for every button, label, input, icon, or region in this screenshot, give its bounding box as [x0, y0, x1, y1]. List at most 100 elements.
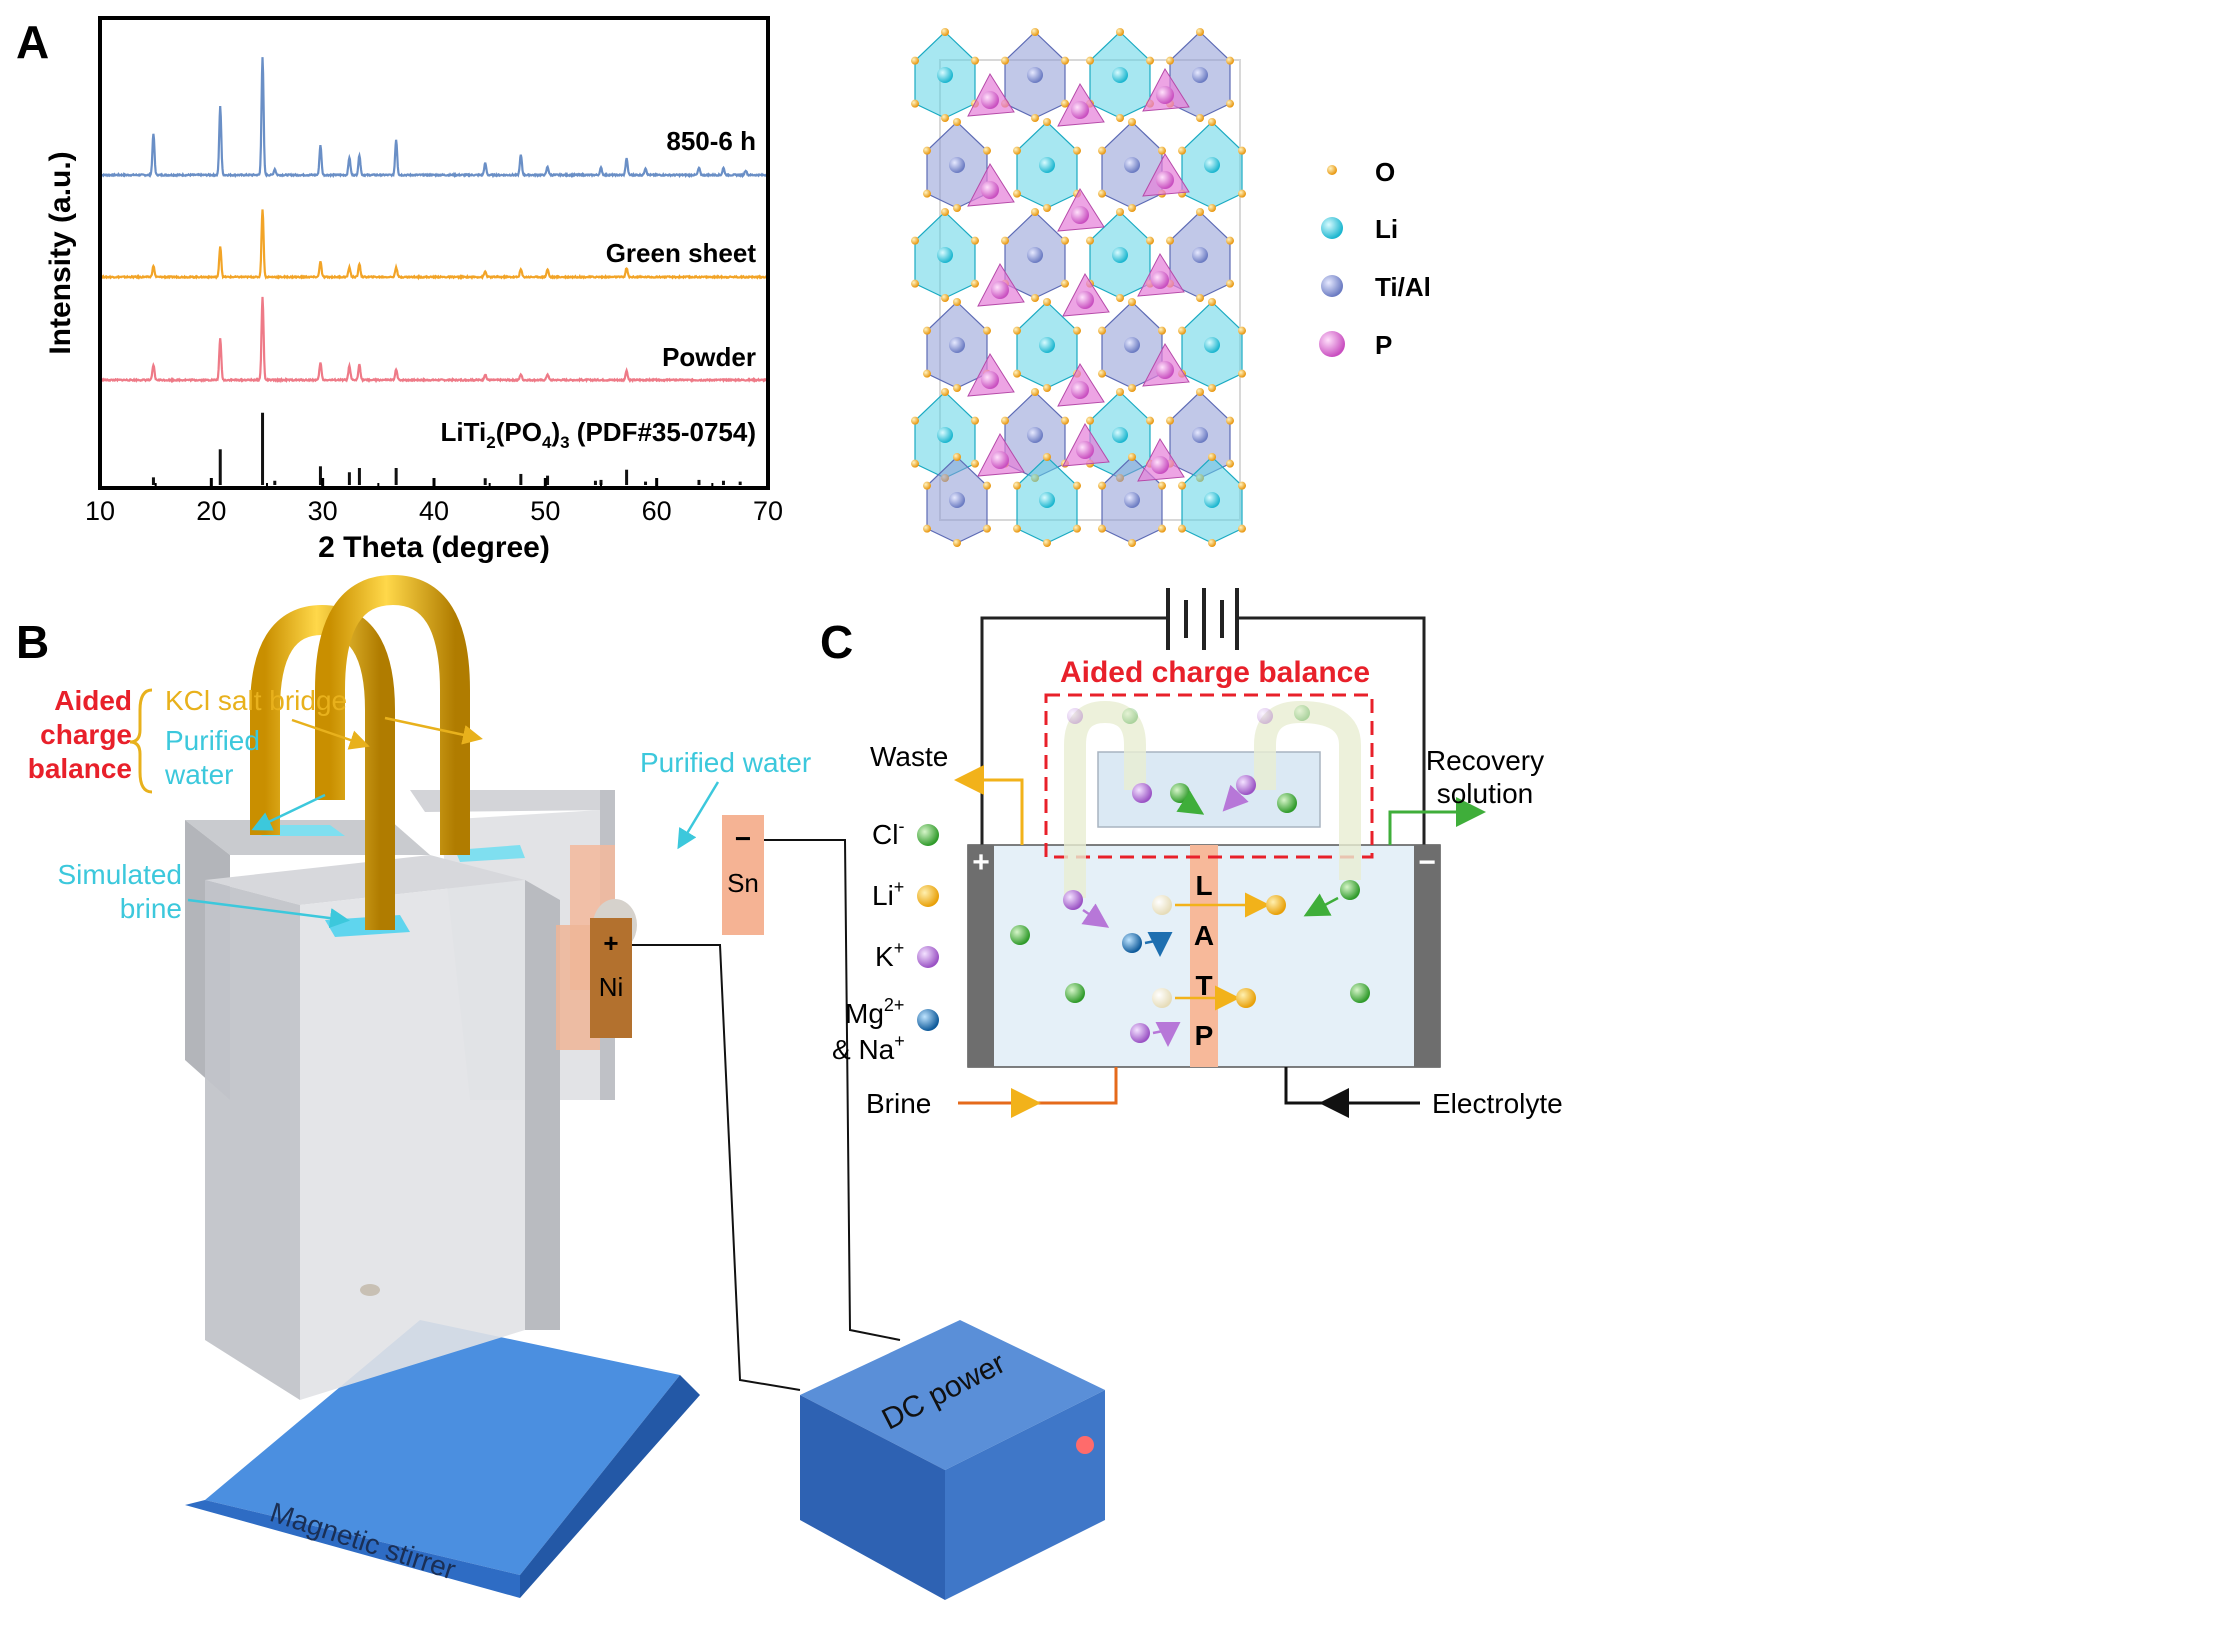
p-atom: [1156, 361, 1174, 379]
o-atom: [1031, 114, 1039, 122]
o-atom: [1208, 539, 1216, 547]
cathode-plate: [1414, 845, 1440, 1067]
o-atom: [1013, 146, 1021, 155]
o-atom: [1073, 326, 1081, 335]
o-atom: [923, 189, 931, 198]
o-atom: [1013, 481, 1021, 490]
electrolyte-flow: [1284, 1067, 1420, 1105]
o-atom: [1086, 56, 1094, 65]
chloride-ion: [1277, 793, 1297, 813]
series-label-green-sheet: Green sheet: [606, 238, 757, 268]
y-axis-label: Intensity (a.u.): [44, 151, 77, 354]
potassium-arrow: [1081, 903, 1110, 928]
x-tick-label: 10: [85, 496, 115, 526]
latp-pellet-label: LATP pellet: [560, 1267, 711, 1298]
brine-label: Brine: [866, 1088, 931, 1119]
li-atom: [1039, 492, 1055, 508]
purified-water-right-surface: [455, 845, 525, 862]
front-cell-front: [300, 880, 525, 1400]
waste-label: Waste: [870, 741, 948, 772]
panel-a: A 10 20 30 40 50 60 70 2 Theta (degree) Intens…: [16, 16, 783, 564]
o-atom: [1098, 481, 1106, 490]
sn-electrode: [722, 815, 764, 935]
recovery-label-line1: Recovery: [1426, 745, 1544, 776]
x-tick-label: 20: [196, 496, 226, 526]
aided-charge-balance-box: [1044, 693, 1374, 859]
bridge-path-left: [1064, 700, 1146, 898]
o-atom: [1226, 99, 1234, 108]
wire-ni: [632, 944, 801, 1391]
ti-atom: [949, 337, 965, 353]
ti-atom: [949, 157, 965, 173]
o-atom: [1226, 459, 1234, 468]
ti-atom: [1192, 67, 1208, 83]
chloride-ion-ghost: [1122, 708, 1138, 724]
chloride-ion: [1010, 925, 1030, 945]
chloride-arrow: [1176, 790, 1205, 815]
o-atom: [1208, 118, 1216, 126]
aided-charge-balance-label: Aided charge balance: [1060, 656, 1370, 689]
li-atom: [1039, 157, 1055, 173]
o-atom: [953, 453, 961, 461]
o-atom: [941, 28, 949, 36]
o-atom: [1116, 388, 1124, 396]
o-atom: [1226, 416, 1234, 425]
li-atom: [1204, 337, 1220, 353]
sn-minus-sign: −: [735, 823, 751, 854]
potassium-ion-ghost: [1067, 708, 1083, 724]
o-atom: [1166, 236, 1174, 245]
o-atom: [971, 279, 979, 288]
o-atom: [1116, 28, 1124, 36]
o-atom: [1061, 99, 1069, 108]
o-atom: [923, 524, 931, 533]
anode-plus-sign: +: [972, 846, 990, 879]
o-atom: [911, 416, 919, 425]
recovery-label-line2: solution: [1437, 778, 1534, 809]
chloride-ion: [1065, 983, 1085, 1003]
tank-ions: [1010, 705, 1370, 1047]
p-atom: [1076, 291, 1094, 309]
o-atom: [1238, 326, 1246, 335]
li-atom: [937, 67, 953, 83]
legend-li-label: Li: [1375, 214, 1398, 244]
latp-letter-p: P: [1195, 1020, 1214, 1051]
p-atom: [1071, 381, 1089, 399]
o-atom: [1226, 236, 1234, 245]
o-atom: [983, 481, 991, 490]
waste-flow: [954, 765, 1024, 845]
li-atom: [1039, 337, 1055, 353]
legend-p-icon: [1319, 331, 1345, 357]
ti-atom: [1124, 337, 1140, 353]
p-atom: [981, 371, 999, 389]
o-atom: [941, 208, 949, 216]
o-atom: [1238, 481, 1246, 490]
x-tick-label: 50: [530, 496, 560, 526]
chloride-ion: [1350, 983, 1370, 1003]
o-atom: [1031, 28, 1039, 36]
o-atom: [1196, 208, 1204, 216]
o-atom: [1178, 146, 1186, 155]
o-atom: [923, 369, 931, 378]
aided-label-line2: charge: [40, 719, 132, 750]
lithium-ion-faded: [1152, 988, 1172, 1008]
ion-legend-k: K+: [875, 938, 904, 972]
o-atom: [1158, 524, 1166, 533]
aided-label-line1: Aided: [54, 685, 132, 716]
recovery-flow: [1388, 797, 1486, 845]
x-axis-ticks: 10 20 30 40 50 60 70: [85, 478, 783, 526]
legend-ti-label: Ti/Al: [1375, 272, 1431, 302]
o-atom: [1178, 481, 1186, 490]
o-atom: [911, 99, 919, 108]
magnetic-stirrer-edge: [520, 1375, 700, 1598]
p-atom: [1151, 456, 1169, 474]
lithium-ion-faded: [1152, 895, 1172, 915]
o-atom: [1238, 146, 1246, 155]
li-atom: [1204, 157, 1220, 173]
o-atom: [1128, 298, 1136, 306]
electrolyte-label: Electrolyte: [1432, 1088, 1563, 1119]
o-atom: [1043, 298, 1051, 306]
series-line-1: [99, 209, 769, 281]
wire-right: [1237, 616, 1426, 845]
ion-legend-cl: Cl-: [872, 816, 904, 850]
